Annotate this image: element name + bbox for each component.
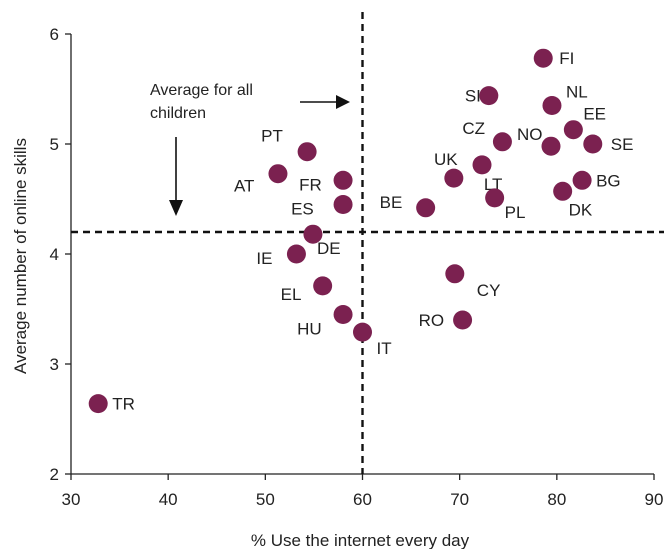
point-label-be: BE [380,193,403,212]
reference-lines [71,12,664,474]
x-axis-title: % Use the internet every day [251,531,470,549]
x-tick-label: 30 [62,490,81,509]
point-label-it: IT [377,339,392,358]
data-point-tr [88,394,108,414]
point-label-el: EL [281,285,302,304]
data-point-it [353,322,372,342]
y-tick-label: 4 [50,245,59,264]
point-label-no: NO [517,125,543,144]
data-point-ie [286,244,306,264]
data-point-no [541,136,561,156]
point-label-dk: DK [569,200,593,219]
point-label-nl: NL [566,83,588,102]
x-tick-label: 60 [353,490,372,509]
data-point-cy [445,264,465,284]
y-tick-label: 5 [50,135,59,154]
y-tick-label: 6 [50,25,59,44]
data-point-lt [444,168,464,188]
point-label-pl: PL [505,203,526,222]
data-point-hu [333,305,353,324]
data-point-nl [542,96,562,115]
data-point-de [303,224,323,244]
point-label-fi: FI [559,49,574,68]
point-label-ro: RO [419,311,445,330]
average-label-line1: Average for all [150,82,253,99]
data-point-dk [553,181,573,201]
data-point-si [479,86,499,106]
data-point-at [268,164,288,184]
point-label-ee: EE [583,105,606,124]
point-label-se: SE [611,135,634,154]
point-label-es: ES [291,200,314,219]
data-point-pt [297,142,317,162]
x-tick-label: 70 [450,490,469,509]
point-label-uk: UK [434,150,458,169]
arrow-right-head [336,95,350,109]
arrow-down-head [169,200,183,216]
y-axis-title: Average number of online skills [11,138,30,374]
average-label-line2: children [150,105,206,122]
data-point-es [333,195,353,214]
point-label-de: DE [317,239,341,258]
y-tick-label: 2 [50,465,59,484]
point-label-cy: CY [477,281,501,300]
point-label-tr: TR [112,395,135,414]
x-tick-label: 90 [645,490,664,509]
data-point-fi [533,48,553,68]
x-tick-label: 50 [256,490,275,509]
data-point-cz [492,132,512,152]
data-point-be [416,198,436,218]
point-label-at: AT [234,177,254,196]
data-point-fr [333,170,353,190]
data-point-el [313,276,333,296]
axes: 2 3 4 5 6 30 40 50 60 70 80 90 [50,25,664,509]
x-tick-label: 80 [547,490,566,509]
data-point-se [583,134,603,154]
data-point-ro [453,310,473,330]
point-label-cz: CZ [462,119,485,138]
x-tick-label: 40 [159,490,178,509]
point-label-ie: IE [256,249,272,268]
point-label-hu: HU [297,320,322,339]
data-point-pl [485,188,505,208]
data-point-bg [572,170,592,190]
point-label-bg: BG [596,171,621,190]
point-label-fr: FR [299,175,322,194]
point-label-pt: PT [261,127,283,146]
point-label-si: SI [465,87,481,106]
y-tick-label: 3 [50,355,59,374]
annotations: Average for all children [150,82,350,216]
data-point-uk [472,155,492,175]
data-point-ee [563,120,583,140]
